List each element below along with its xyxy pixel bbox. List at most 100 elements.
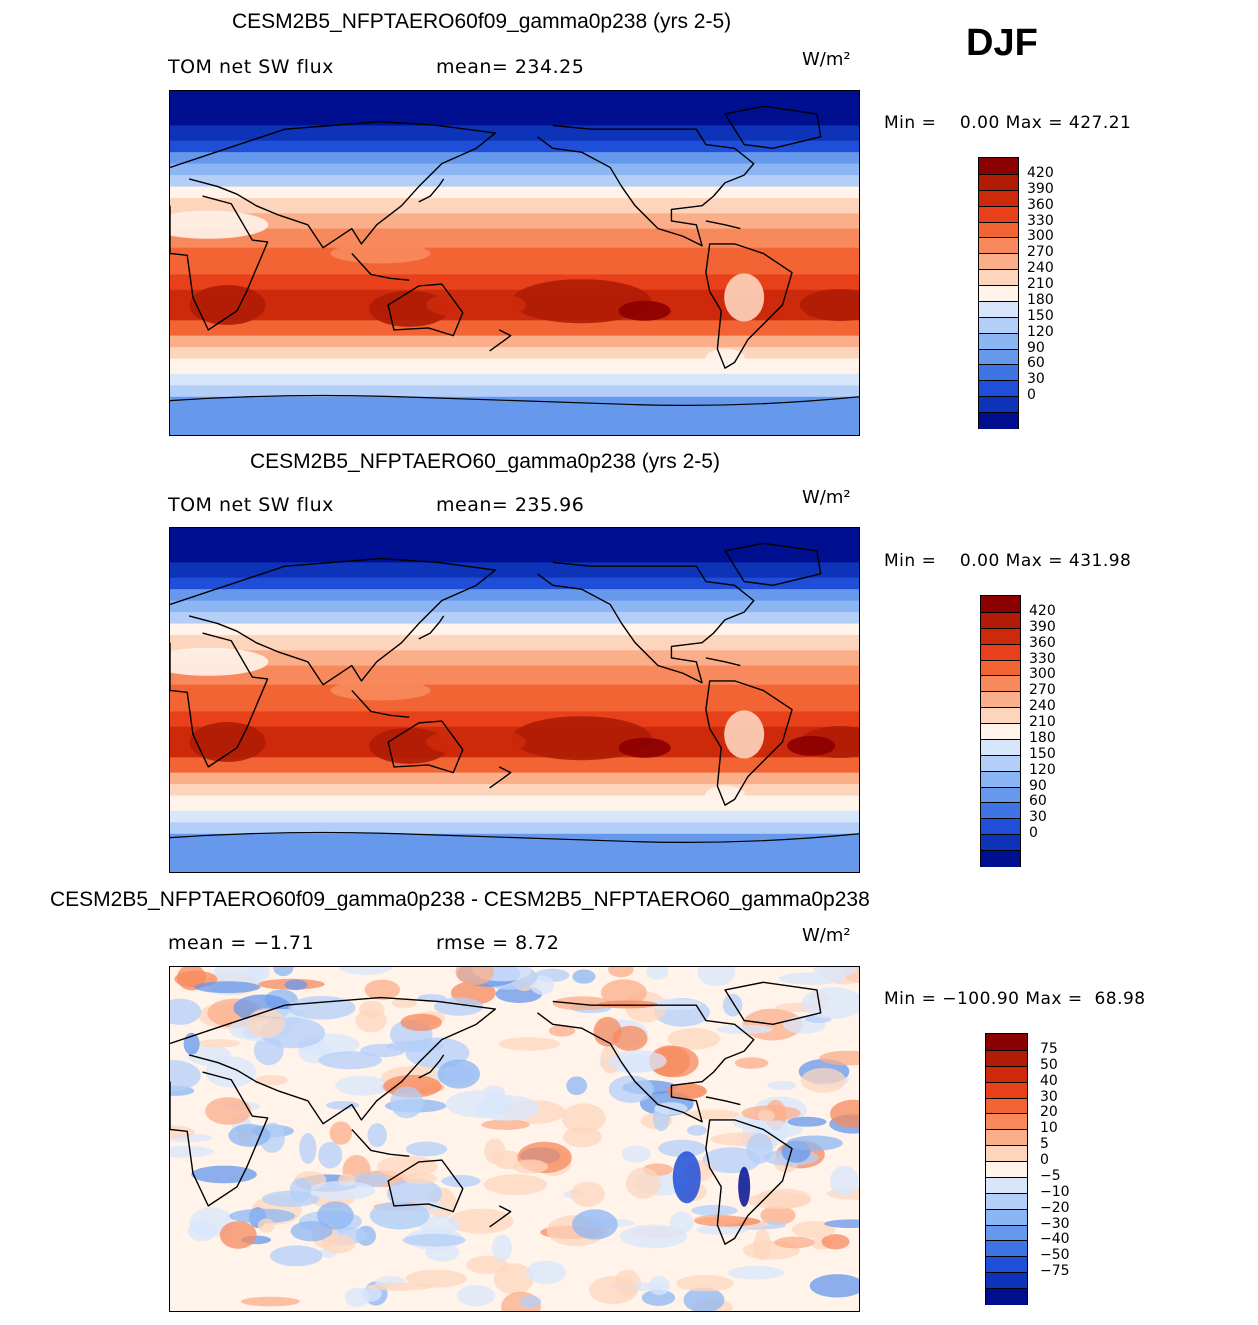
coastline bbox=[170, 632, 269, 768]
coastline bbox=[387, 1159, 464, 1213]
colorbar-tick-label: −30 bbox=[1040, 1215, 1070, 1232]
field-blob bbox=[307, 1180, 376, 1201]
field-blob bbox=[338, 967, 393, 975]
colorbar-swatch bbox=[981, 802, 1020, 820]
field-blob bbox=[787, 735, 836, 756]
panel3-title: CESM2B5_NFPTAERO60f09_gamma0p238 - CESM2… bbox=[50, 888, 870, 911]
field-blob bbox=[724, 710, 765, 759]
field-blob bbox=[511, 716, 652, 761]
field-blob bbox=[597, 1000, 658, 1009]
colorbar-swatch bbox=[981, 723, 1020, 740]
field-blob bbox=[724, 273, 765, 322]
colorbar-swatch bbox=[979, 396, 1018, 414]
field-blob bbox=[608, 967, 634, 978]
field-blob bbox=[318, 1051, 382, 1070]
field-blob bbox=[335, 1075, 390, 1096]
field-blob bbox=[189, 722, 266, 763]
coastline bbox=[705, 1096, 741, 1106]
panel2-map-svg bbox=[170, 528, 859, 872]
panel1-map bbox=[169, 90, 860, 436]
field-band bbox=[170, 140, 859, 154]
field-band bbox=[170, 650, 859, 667]
colorbar-swatch bbox=[979, 269, 1018, 287]
field-blob bbox=[753, 1228, 771, 1261]
panel3-map bbox=[169, 966, 860, 1312]
field-band bbox=[170, 784, 859, 797]
field-blob bbox=[672, 1151, 701, 1204]
colorbar-tick-label: 390 bbox=[1029, 618, 1056, 635]
colorbar-swatch bbox=[981, 675, 1020, 693]
field-blob bbox=[691, 1204, 738, 1217]
colorbar-tick-label: 60 bbox=[1027, 355, 1045, 372]
field-blob bbox=[366, 1282, 432, 1291]
field-blob bbox=[299, 1133, 317, 1165]
colorbar-swatch bbox=[986, 1224, 1027, 1242]
panel2-units: W/m² bbox=[802, 487, 851, 508]
colorbar-swatch bbox=[981, 834, 1020, 852]
field-blob bbox=[369, 290, 450, 327]
field-blob bbox=[269, 1245, 323, 1267]
panel2-minmax: Min = 0.00 Max = 431.98 bbox=[884, 551, 1132, 571]
colorbar-swatch bbox=[981, 786, 1020, 804]
panel1-colorbar-labels: 420 390 360 330 300 270 240 210 180 150 120 90 60 30 0 bbox=[1027, 157, 1087, 427]
coastline bbox=[418, 1054, 445, 1079]
field-blob bbox=[234, 253, 335, 273]
field-blob bbox=[405, 1141, 448, 1157]
field-blob bbox=[760, 1205, 796, 1225]
colorbar-swatch bbox=[986, 1192, 1027, 1210]
field-blob bbox=[170, 210, 269, 239]
colorbar-tick-label: 40 bbox=[1040, 1072, 1058, 1089]
field-band bbox=[170, 198, 859, 215]
field-blob bbox=[364, 979, 401, 1000]
colorbar-swatch bbox=[986, 1113, 1027, 1131]
field-blob bbox=[426, 728, 527, 757]
field-blob bbox=[649, 1045, 691, 1077]
field-band bbox=[170, 810, 859, 824]
field-band bbox=[170, 772, 859, 786]
field-blob bbox=[512, 1159, 549, 1174]
field-blob bbox=[658, 1139, 706, 1157]
field-blob bbox=[229, 1208, 296, 1224]
colorbar-swatch bbox=[979, 364, 1018, 382]
colorbar-swatch bbox=[986, 1129, 1027, 1147]
field-blob bbox=[170, 647, 269, 676]
field-blob bbox=[205, 1097, 252, 1125]
field-band bbox=[170, 373, 859, 387]
coastline bbox=[170, 120, 497, 249]
colorbar-swatch bbox=[979, 300, 1018, 318]
field-blob bbox=[234, 690, 335, 710]
field-blob bbox=[683, 1287, 725, 1311]
field-blob bbox=[676, 1275, 734, 1292]
colorbar-swatch bbox=[979, 189, 1018, 207]
field-blob bbox=[561, 1103, 606, 1134]
colorbar-swatch bbox=[981, 643, 1020, 661]
field-blob bbox=[667, 1028, 721, 1050]
field-blob bbox=[402, 1172, 437, 1185]
field-blob bbox=[492, 1234, 512, 1262]
field-blob bbox=[696, 1224, 749, 1235]
colorbar-swatch bbox=[986, 1272, 1027, 1290]
field-blob bbox=[608, 1050, 667, 1072]
field-blob bbox=[571, 1209, 618, 1240]
colorbar-tick-label: 180 bbox=[1029, 729, 1056, 746]
colorbar-swatch bbox=[986, 1161, 1027, 1178]
colorbar-tick-label: −20 bbox=[1040, 1199, 1070, 1216]
colorbar-tick-label: 240 bbox=[1027, 260, 1054, 277]
field-blob bbox=[247, 1008, 285, 1039]
field-blob bbox=[426, 291, 527, 320]
field-band bbox=[170, 665, 859, 686]
field-blob bbox=[641, 1289, 676, 1306]
field-blob bbox=[457, 1285, 495, 1307]
field-blob bbox=[570, 1181, 605, 1207]
field-blob bbox=[727, 1266, 784, 1280]
panel2-title: CESM2B5_NFPTAERO60_gamma0p238 (yrs 2-5) bbox=[250, 450, 720, 473]
field-band bbox=[170, 711, 859, 728]
colorbar-tick-label: 30 bbox=[1027, 371, 1045, 388]
coastline bbox=[170, 1071, 269, 1207]
field-band bbox=[170, 163, 859, 177]
field-blob bbox=[493, 1263, 534, 1295]
coastline bbox=[705, 657, 741, 667]
field-blob bbox=[608, 1075, 654, 1103]
panel1-colorbar bbox=[978, 157, 1019, 429]
field-blob bbox=[483, 1174, 548, 1195]
